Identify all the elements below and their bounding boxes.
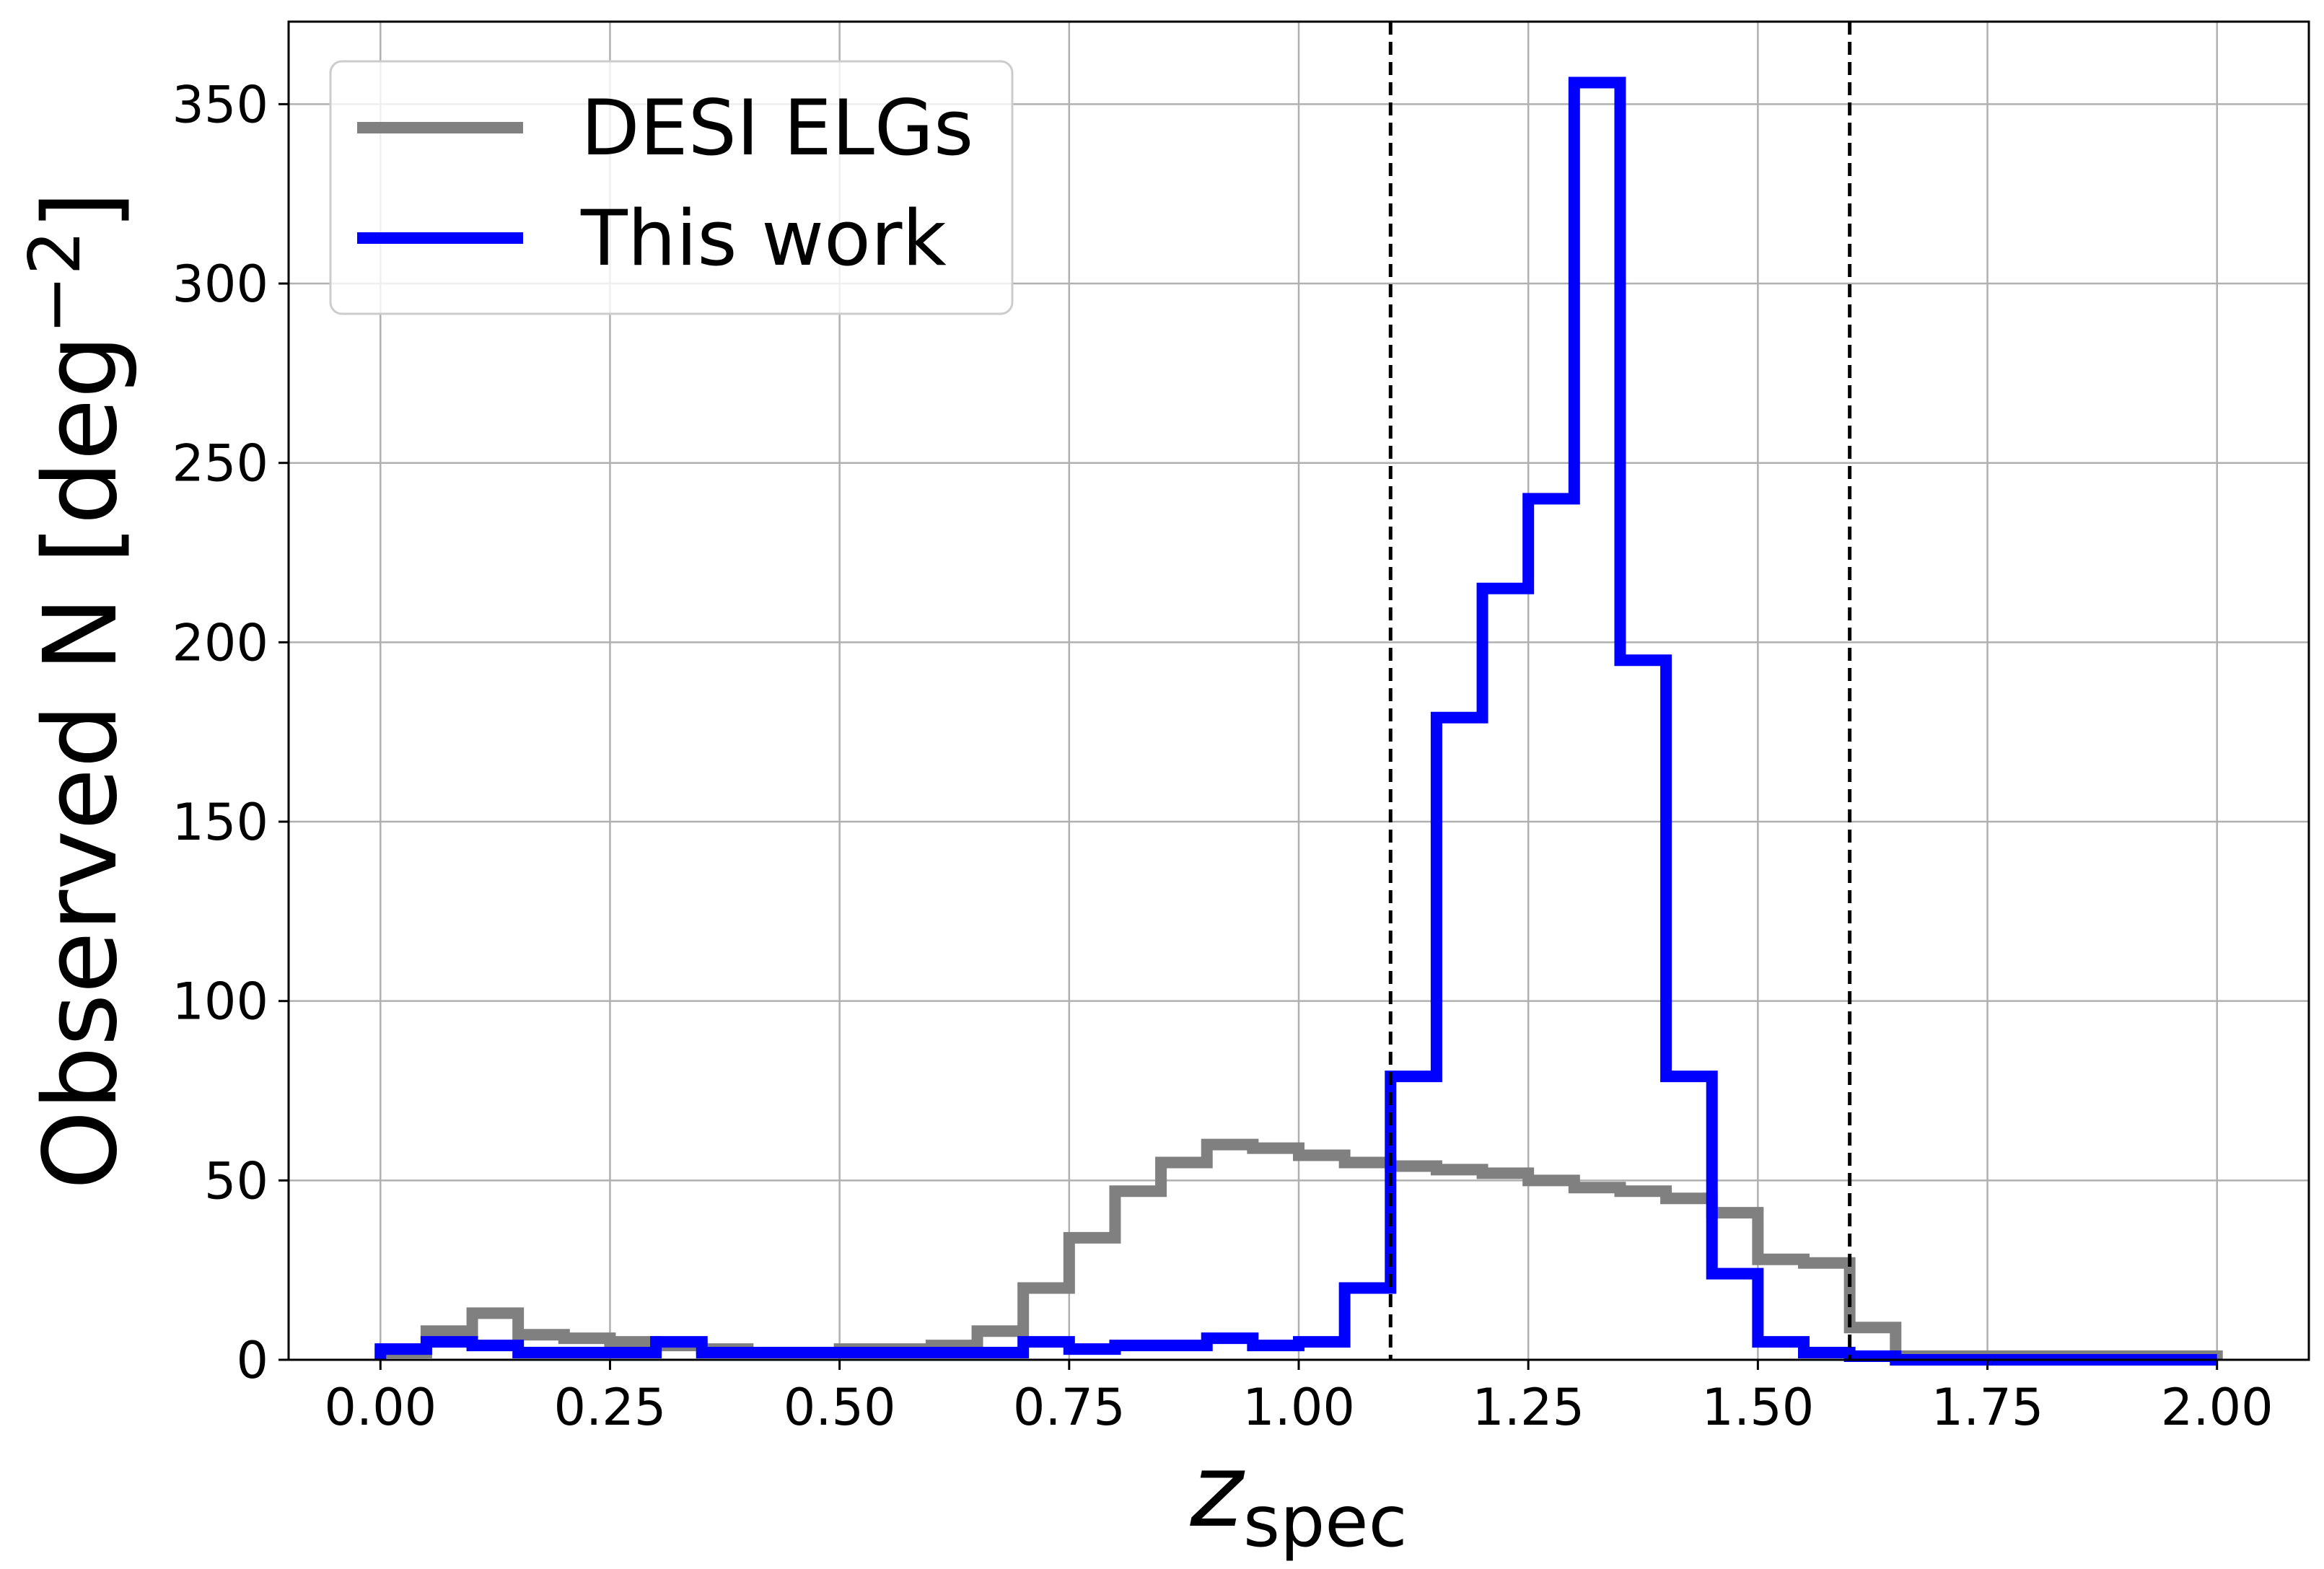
y-tick-label: 50 (204, 1151, 268, 1210)
legend-label-desi-elgs: DESI ELGs (581, 84, 973, 172)
series-layer (374, 76, 2223, 1366)
x-tick-label: 1.00 (1242, 1378, 1355, 1437)
y-tick-label: 100 (172, 972, 268, 1032)
x-tick-label: 0.25 (554, 1378, 667, 1437)
x-tick-label: 1.50 (1701, 1378, 1814, 1437)
x-axis-label: zspec (1190, 1433, 1408, 1563)
y-axis-label-end: ] (22, 191, 140, 231)
y-tick-label: 250 (172, 434, 268, 493)
y-tick-label: 350 (172, 75, 268, 134)
x-tick-label: 1.75 (1931, 1378, 2044, 1437)
reference-lines (1388, 22, 1852, 1360)
x-tick-label: 2.00 (2161, 1378, 2273, 1437)
x-tick-label: 0.50 (784, 1378, 896, 1437)
grid-lines (289, 22, 2309, 1361)
x-axis-label-main: z (1190, 1433, 1246, 1550)
y-axis-label-sup: −2 (14, 230, 97, 334)
series-step-this-work (374, 76, 2217, 1366)
y-axis-label-main: Observed N [deg (22, 335, 140, 1190)
axis-ticks: 0.00 0.25 0.50 0.75 1.00 1.25 1.50 1.75 2.00 0 50 1… (172, 75, 2273, 1437)
x-tick-label: 1.25 (1472, 1378, 1584, 1437)
legend: DESI ELGs This work (329, 60, 1014, 315)
x-tick-label: 0.75 (1013, 1378, 1126, 1437)
y-tick-label: 150 (172, 793, 268, 852)
y-tick-label: 0 (236, 1331, 268, 1390)
x-tick-label: 0.00 (324, 1378, 437, 1437)
y-tick-label: 300 (172, 255, 268, 314)
y-axis-label: Observed N [deg−2] (14, 191, 140, 1190)
y-tick-label: 200 (172, 613, 268, 672)
legend-label-this-work: This work (580, 194, 947, 283)
x-axis-label-sub: spec (1243, 1481, 1407, 1563)
